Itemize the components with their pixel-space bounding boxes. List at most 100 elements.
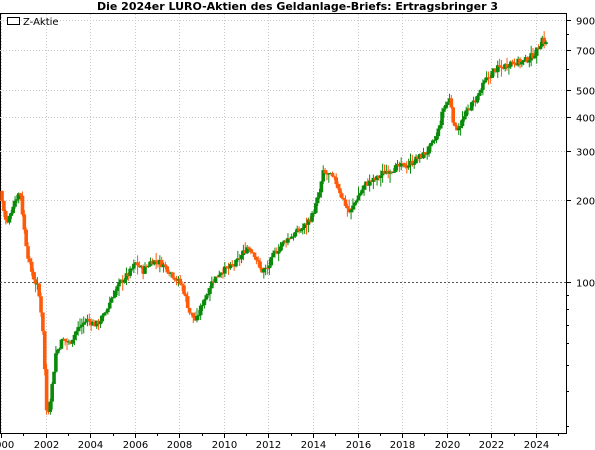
candle-down — [230, 264, 235, 266]
candle-up — [464, 110, 468, 117]
candle-up — [447, 98, 452, 103]
candle-up — [245, 247, 249, 254]
candle-down — [514, 63, 519, 66]
candle-up — [206, 293, 210, 296]
candle-down — [44, 369, 49, 411]
candle-up — [278, 246, 283, 252]
candle-up — [291, 236, 296, 238]
candle-up — [236, 258, 240, 260]
candle-up — [406, 165, 411, 168]
candle-up — [430, 140, 435, 144]
candle-up — [393, 165, 398, 172]
candle-up — [113, 290, 118, 298]
candle-up — [15, 199, 19, 201]
candle-up — [146, 265, 151, 267]
candle-down — [0, 191, 4, 201]
candle-down — [126, 273, 131, 276]
candle-up — [302, 223, 307, 228]
candle-down — [542, 37, 546, 44]
candle-down — [184, 294, 188, 297]
candle-up — [115, 286, 119, 291]
chart-title: Die 2024er LURO-Aktien des Geldanlage-Br… — [96, 0, 499, 13]
candle-up — [477, 92, 481, 96]
candle-down — [191, 312, 196, 318]
candle-down — [341, 197, 346, 200]
candle-down — [297, 228, 301, 232]
candle-down — [174, 279, 179, 281]
candle-up — [124, 273, 129, 280]
candle-down — [345, 205, 350, 209]
candle-up — [360, 189, 365, 194]
candle-up — [408, 160, 413, 166]
y-tick-label: 900 — [576, 17, 595, 28]
candle-up — [492, 68, 496, 72]
candle-down — [3, 211, 8, 220]
candle-up — [234, 259, 238, 267]
x-tick-label: 2004 — [78, 440, 103, 450]
x-tick-label: 2016 — [346, 440, 371, 450]
candle-up — [442, 108, 446, 112]
candle-down — [89, 321, 93, 326]
candle-up — [128, 268, 132, 276]
candle-up — [61, 338, 66, 340]
candle-up — [280, 242, 285, 247]
candle-up — [523, 57, 528, 61]
x-tick-label: 2020 — [435, 440, 460, 450]
candle-up — [111, 297, 116, 299]
candle-down — [308, 219, 313, 222]
candle-up — [208, 288, 212, 294]
x-tick-label: 2006 — [123, 440, 148, 450]
candle-down — [416, 156, 420, 159]
candle-up — [533, 55, 537, 59]
candle-up — [9, 212, 14, 216]
candle-up — [414, 156, 418, 164]
candle-down — [497, 65, 502, 67]
x-tick-label: 2002 — [34, 440, 59, 450]
x-tick-label: 2024 — [524, 440, 549, 450]
candle-up — [119, 279, 123, 283]
candle-up — [195, 315, 199, 321]
candle-down — [180, 284, 184, 286]
candle-up — [143, 266, 147, 274]
candle-down — [419, 154, 424, 159]
candle-up — [13, 200, 17, 207]
candle-down — [96, 320, 101, 325]
candle-up — [81, 322, 86, 325]
candle-up — [74, 331, 79, 335]
candle-up — [98, 321, 103, 325]
candle-up — [460, 119, 465, 127]
candle-down — [135, 262, 140, 266]
candle-up — [100, 315, 105, 322]
grid-layer — [0, 14, 567, 434]
candle-down — [167, 272, 171, 274]
candle-down — [390, 171, 394, 173]
candle-up — [315, 197, 320, 204]
candle-down — [63, 338, 67, 341]
candle-down — [221, 272, 225, 274]
candle-up — [16, 193, 21, 200]
candle-up — [429, 143, 433, 147]
candle-up — [544, 42, 548, 44]
x-tick-label: 2000 — [0, 440, 14, 450]
candle-down — [193, 317, 197, 321]
candle-down — [451, 107, 455, 123]
candle-up — [67, 341, 71, 343]
candle-up — [314, 203, 318, 213]
candle-down — [284, 240, 288, 243]
candle-up — [319, 181, 324, 193]
candle-up — [327, 173, 331, 175]
candle-down — [338, 188, 342, 194]
candle-up — [378, 175, 383, 178]
candle-up — [107, 302, 112, 309]
candle-up — [534, 47, 539, 56]
candle-up — [395, 163, 400, 166]
candle-down — [185, 296, 190, 308]
candle-down — [18, 193, 23, 196]
candle-up — [388, 171, 392, 174]
candle-down — [455, 125, 459, 131]
legend: Z-Aktie — [7, 17, 59, 28]
candle-up — [50, 384, 54, 402]
candle-down — [365, 181, 370, 186]
candle-down — [46, 410, 51, 412]
candle-up — [269, 257, 274, 266]
